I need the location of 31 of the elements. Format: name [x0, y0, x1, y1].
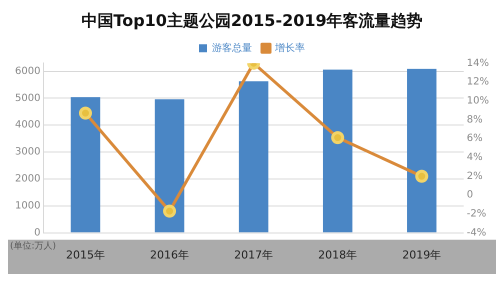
y2-tick-label: 8% — [466, 114, 483, 126]
y-tick-label: 6000 — [14, 66, 40, 77]
x-tick-label: 2015年 — [66, 248, 105, 262]
y2-tick-label: 12% — [466, 76, 490, 88]
x-tick-label: 2018年 — [318, 248, 358, 262]
bar — [407, 68, 436, 232]
bar — [70, 97, 100, 232]
y-tick-label: 4000 — [14, 120, 40, 131]
chart-title: 中国Top10主题公园2015-2019年客流量趋势 — [81, 10, 423, 30]
y-tick-label: 1000 — [14, 200, 40, 212]
y2-tick-label: 6% — [466, 133, 483, 144]
y2-tick-label: -4% — [466, 227, 486, 238]
y-tick-label: 5000 — [14, 92, 40, 104]
y2-tick-label: 4% — [466, 152, 483, 164]
y2-tick-label: 14% — [466, 58, 490, 69]
y2-tick-label: 2% — [466, 170, 483, 182]
x-tick-label: 2019年 — [402, 248, 442, 262]
bar — [322, 70, 352, 232]
x-tick-label: 2016年 — [150, 248, 190, 262]
bar — [238, 81, 268, 232]
legend-label: 增长率 — [274, 42, 305, 54]
y-tick-label: 2000 — [14, 174, 40, 185]
text: (单位:万人) — [10, 240, 56, 252]
y2-tick-label: 0 — [466, 190, 474, 201]
bar — [154, 99, 184, 232]
y-tick-label: 3000 — [14, 146, 40, 158]
y-tick-label: 0 — [34, 227, 40, 238]
y2-tick-label: 10% — [466, 95, 490, 106]
x-tick-label: 2017年 — [234, 248, 274, 262]
y2-tick-label: -2% — [466, 208, 486, 220]
legend-label: 游客总量 — [212, 42, 252, 54]
